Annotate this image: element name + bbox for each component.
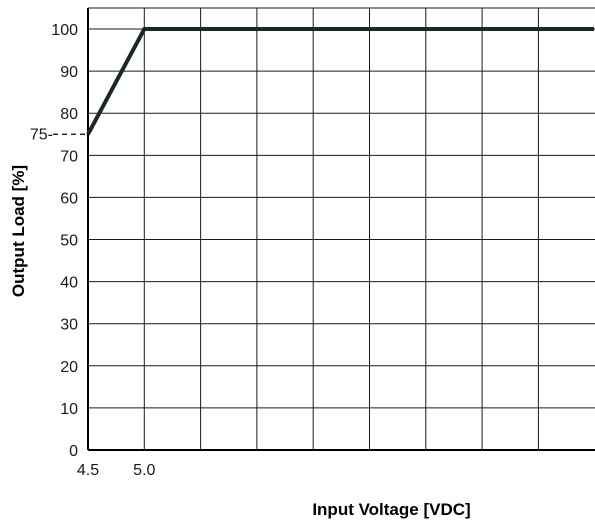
axes (87, 7, 595, 451)
y-tick-label: 90 (60, 64, 78, 81)
x-tick-labels: 4.5 5.0 (77, 462, 156, 479)
y-tick-label: 10 (60, 401, 78, 418)
series-group (86, 27, 594, 136)
y-tick-label: 100 (51, 22, 78, 39)
y-tick-label: 50 (60, 233, 78, 250)
y-axis-label: Output Load [%] (9, 165, 28, 297)
x-axis-label: Input Voltage [VDC] (312, 500, 470, 519)
y-tick-label: 60 (60, 190, 78, 207)
y-tick-label: 20 (60, 359, 78, 376)
y-tick-label: 0 (69, 443, 78, 460)
y-tick-label: 30 (60, 317, 78, 334)
annotation-75: 75- (30, 126, 88, 143)
annotation-label: 75- (30, 126, 53, 143)
series-line (86, 27, 594, 136)
x-tick-label: 5.0 (133, 462, 155, 479)
y-tick-labels: 0 10 20 30 40 50 60 70 80 90 100 (51, 22, 78, 460)
y-tick-label: 70 (60, 148, 78, 165)
grid (88, 8, 595, 450)
y-tick-label: 80 (60, 106, 78, 123)
y-tick-label: 40 (60, 275, 78, 292)
x-tick-label: 4.5 (77, 462, 99, 479)
